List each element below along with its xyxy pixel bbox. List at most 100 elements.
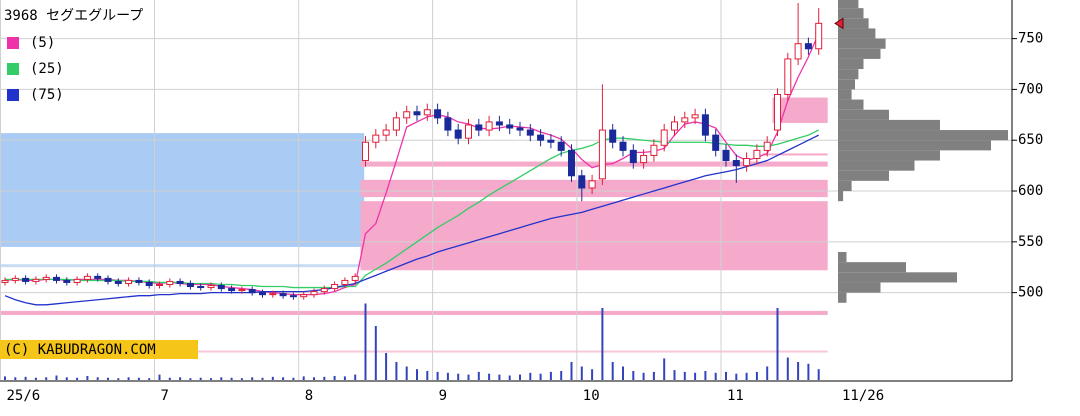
candle-body (784, 58, 792, 95)
volume-bar (364, 303, 367, 380)
legend-swatch (7, 89, 19, 101)
candle-body (547, 139, 555, 143)
volume-bar (797, 362, 800, 380)
copyright: (C) KABUDRAGON.COM (4, 342, 156, 358)
volume-bar (395, 362, 398, 380)
zone (0, 310, 828, 315)
volume-bar (385, 353, 388, 380)
volume-bar (570, 362, 573, 380)
volume-bar (519, 374, 521, 380)
labels: 3968 セグエグループ (C) KABUDRAGON.COM 11/26 50… (0, 0, 1043, 404)
profile-bar (838, 8, 864, 19)
candle-body (681, 117, 689, 123)
volume-bar (426, 371, 429, 380)
volume-bar (199, 377, 202, 380)
candles (1, 3, 823, 300)
candle-body (114, 280, 122, 284)
candle-body (609, 129, 617, 143)
volume-bar (714, 372, 717, 380)
candle-body (413, 111, 421, 116)
volume-bar (220, 377, 223, 380)
candle-body (289, 295, 297, 298)
candle-body (526, 129, 534, 136)
candle-body (743, 158, 751, 167)
volume-bar (282, 377, 285, 380)
volume-bar (107, 377, 109, 380)
volume-bar (663, 358, 666, 380)
volume-bar (632, 371, 635, 380)
legend-swatch (7, 37, 19, 49)
profile-bar (838, 38, 886, 49)
profile-bar (838, 170, 889, 181)
candle-body (732, 160, 740, 167)
candle-body (11, 277, 19, 281)
candle-body (444, 117, 452, 131)
candle-body (516, 127, 524, 131)
candle-body (619, 141, 627, 151)
candle-body (640, 154, 648, 164)
candle-body (42, 276, 50, 280)
candle-body (300, 294, 308, 298)
zone (360, 201, 828, 271)
candle-body (629, 149, 637, 164)
volume-bar (622, 366, 624, 380)
candle-body (537, 134, 545, 141)
candle-body (1, 279, 9, 283)
volume-bar (55, 375, 58, 380)
candle-body (701, 114, 709, 136)
profile-bar (838, 160, 915, 171)
legend-label: (5) (30, 35, 55, 51)
candle-body (506, 124, 514, 129)
candle-body (403, 111, 411, 119)
volume-bar (230, 377, 233, 380)
volume-bar (86, 375, 89, 380)
volume-bar (786, 357, 789, 380)
y-tick-label: 750 (1018, 31, 1043, 47)
candle-body (156, 283, 163, 287)
volume-bar (725, 371, 727, 380)
candle-body (135, 279, 143, 283)
profile-bar (838, 99, 864, 110)
x-tick-label: 10 (583, 388, 600, 404)
profile-bar (838, 28, 876, 39)
volume-bar (807, 363, 810, 380)
candle-body (310, 291, 318, 296)
candle-body (351, 275, 359, 281)
volume-bar (117, 378, 120, 380)
profile-bar (838, 191, 844, 202)
candle-body (362, 141, 369, 162)
candle-body (691, 114, 699, 119)
volume-bar (313, 377, 315, 380)
volume-bar (652, 371, 655, 380)
y-tick-label: 650 (1018, 132, 1043, 148)
profile-bar (838, 272, 957, 283)
candle-body (465, 124, 472, 139)
candle-body (94, 275, 102, 279)
candle-body (372, 134, 380, 143)
volume-bar (261, 377, 264, 380)
candle-body (660, 129, 668, 146)
volume-bar (498, 374, 501, 380)
candle-body (248, 289, 256, 294)
volume-bar (45, 377, 48, 380)
candle-body (794, 43, 802, 60)
volume-bar (580, 366, 583, 380)
candle-body (217, 285, 225, 290)
candle-body (53, 276, 60, 281)
candle-body (475, 124, 483, 131)
volume-bar (776, 308, 779, 380)
volume-bar (457, 373, 460, 380)
volume-bar (683, 371, 686, 380)
candle-body (712, 134, 720, 151)
volume-bar (611, 362, 614, 380)
volume-bar (467, 374, 470, 380)
volume-bar (76, 377, 79, 380)
volume-bar (179, 377, 182, 380)
volume-bar (4, 376, 6, 380)
volume-bar (240, 378, 243, 380)
legend-label: (75) (30, 87, 64, 103)
volume-profile (838, 0, 1008, 303)
volume-bar (817, 369, 820, 380)
candle-body (671, 121, 678, 131)
zone (0, 133, 365, 247)
